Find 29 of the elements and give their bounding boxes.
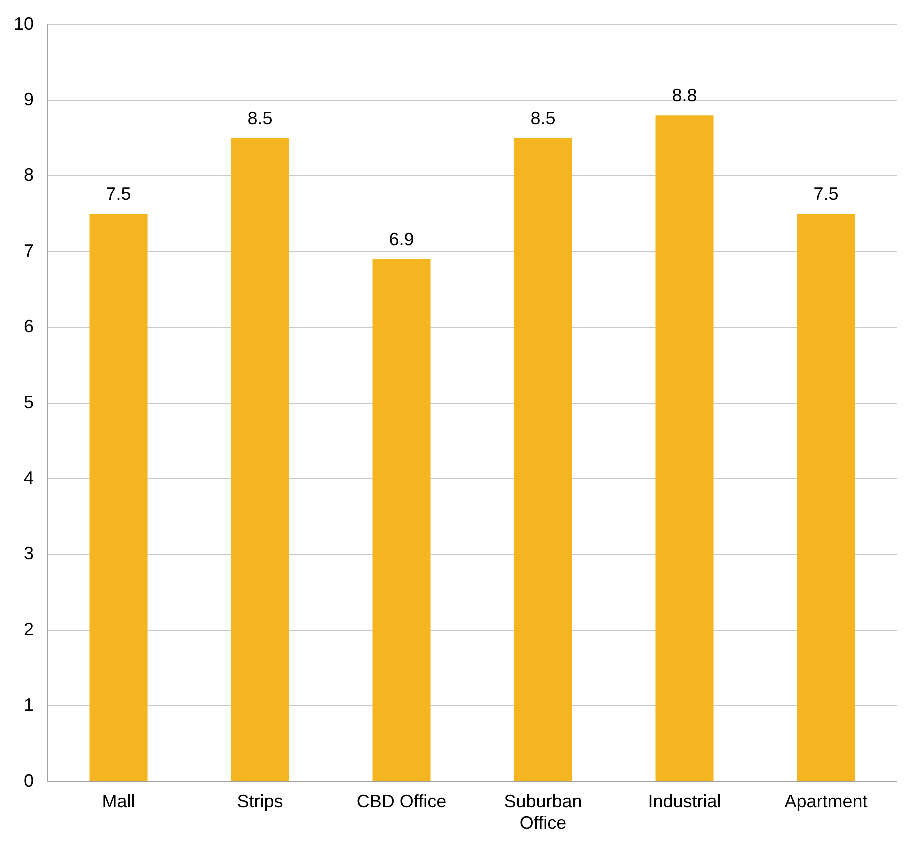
data-label: 8.5: [530, 108, 556, 128]
x-tick-label: Apartment: [784, 792, 868, 812]
data-label: 6.9: [389, 229, 414, 250]
data-label: 7.5: [106, 184, 132, 204]
bar: [90, 214, 148, 782]
x-tick-label: Mall: [102, 792, 136, 812]
bar: [514, 138, 572, 782]
bar: [797, 214, 856, 782]
y-tick-label: 0: [24, 770, 34, 791]
y-tick-label: 1: [24, 695, 34, 716]
x-tick-label: Industrial: [648, 792, 722, 812]
y-tick-label: 7: [24, 240, 34, 261]
data-label: 8.5: [248, 108, 273, 128]
x-tick-label: CBD Office: [356, 792, 447, 812]
bar: [372, 259, 431, 782]
y-tick-label: 5: [24, 392, 34, 412]
y-tick-label: 9: [24, 89, 34, 110]
y-tick-label: 4: [24, 468, 34, 488]
y-tick-label: 8: [24, 165, 34, 186]
bar: [656, 116, 714, 782]
data-label: 7.5: [814, 184, 839, 204]
y-tick-label: 3: [24, 544, 34, 564]
x-tick-label: Strips: [237, 792, 284, 812]
y-tick-label: 10: [14, 14, 34, 34]
data-label: 8.8: [672, 86, 698, 106]
y-tick-label: 2: [24, 619, 34, 640]
x-tick-label: Suburban Office: [504, 792, 582, 834]
y-tick-label: 6: [24, 316, 34, 337]
bar: [231, 138, 290, 782]
